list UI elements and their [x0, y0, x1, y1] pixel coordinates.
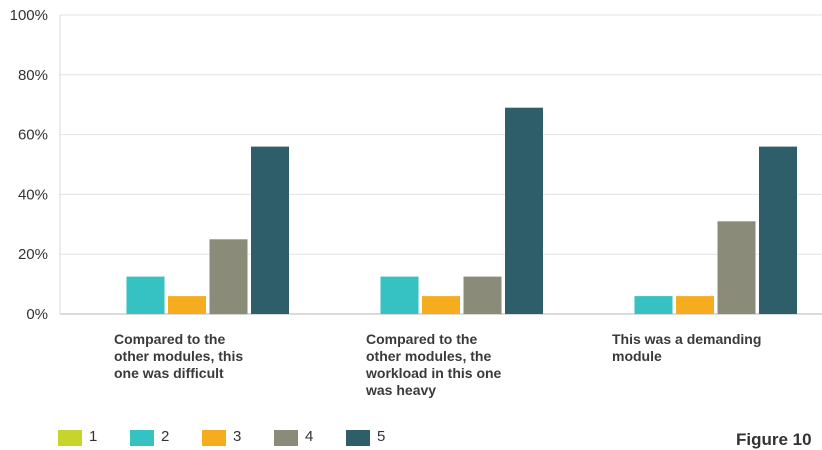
bar-2-series-2: [380, 276, 419, 314]
bar-2-series-3: [422, 296, 460, 314]
category-label-3: This was a demanding module: [612, 331, 762, 364]
bar-3-series-3: [676, 296, 714, 314]
legend-swatch-5: [346, 430, 370, 446]
bar-2-series-5: [505, 107, 543, 314]
bar-3-series-5: [759, 146, 797, 314]
category-label-2: Compared to the other modules, the workloa…: [366, 331, 502, 398]
legend-swatch-1: [58, 430, 82, 446]
bar-1-series-3: [168, 296, 206, 314]
y-tick-label: 20%: [18, 246, 48, 263]
bar-3-series-2: [634, 296, 673, 314]
y-tick-label: 100%: [10, 7, 48, 24]
bar-2-series-4: [463, 276, 502, 314]
y-tick-label: 0%: [26, 306, 48, 323]
legend-swatch-4: [274, 430, 298, 446]
y-tick-label: 80%: [18, 67, 48, 84]
legend-swatch-3: [202, 430, 226, 446]
legend-label-1: 1: [89, 428, 98, 445]
bar-chart: 0% 20% 40% 60% 80% 100%: [10, 7, 822, 323]
category-label-1: Compared to the other modules, this one wa…: [114, 331, 244, 381]
legend-swatch-2: [130, 430, 154, 446]
figure-caption: Figure 10: [736, 430, 812, 449]
bar-1-series-2: [126, 276, 165, 314]
y-tick-label: 40%: [18, 186, 48, 203]
legend-label-5: 5: [377, 428, 386, 445]
legend-label-2: 2: [161, 428, 170, 445]
bar-3-series-4: [717, 221, 756, 314]
bar-1-series-4: [209, 239, 248, 315]
legend-label-3: 3: [233, 428, 242, 445]
bar-1-series-5: [251, 146, 289, 314]
y-tick-label: 60%: [18, 127, 48, 144]
legend-label-4: 4: [305, 428, 314, 445]
